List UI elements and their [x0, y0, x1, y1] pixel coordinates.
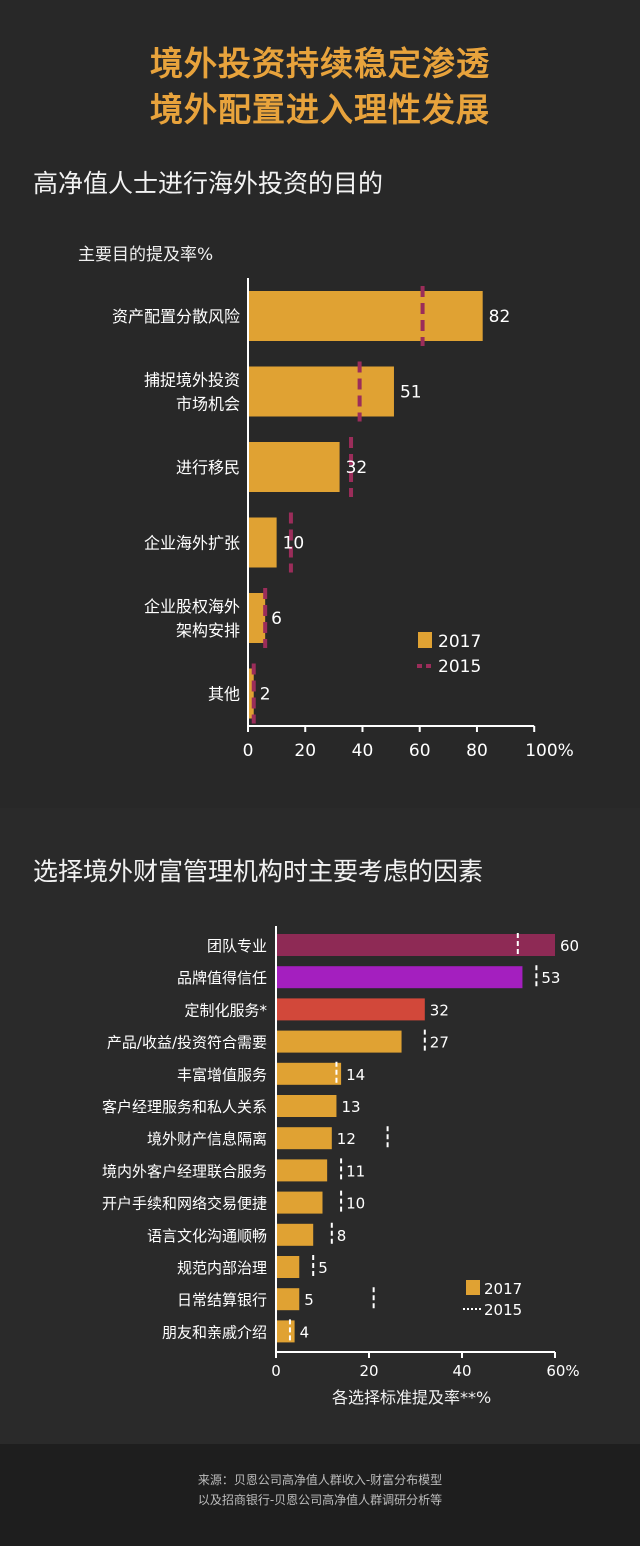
value-label-9: 8 — [337, 1227, 347, 1245]
bar-2017-12 — [276, 1320, 295, 1343]
legend-label-2017: 2017 — [484, 1280, 522, 1298]
x-tick-label-1: 20 — [294, 741, 316, 761]
bar-2017-1 — [248, 366, 394, 417]
value-label-1: 51 — [400, 383, 422, 403]
factor-bar-chart: 60 团队专业 53 品牌值得信任 32 定制化服务* 27 产品/收益/投资符合需要 14 丰富… — [102, 926, 580, 1380]
category-label-5: 客户经理服务和私人关系 — [102, 1098, 267, 1116]
category-label-2: 进行移民 — [176, 458, 240, 477]
category-label-1: 品牌值得信任 — [177, 969, 267, 987]
bar-2017-0 — [248, 291, 483, 341]
bar-2017-6 — [276, 1127, 332, 1150]
x-tick-label-0: 0 — [243, 741, 254, 761]
bar-2017-5 — [276, 1095, 337, 1117]
legend-swatch-2017 — [466, 1280, 480, 1295]
bar-2017-0 — [276, 934, 555, 956]
bar-2017-9 — [276, 1223, 314, 1246]
value-label-3: 10 — [283, 534, 305, 554]
bottom-panel — [0, 808, 640, 1444]
chart1-subtitle: 主要目的提及率% — [78, 245, 214, 265]
value-label-0: 82 — [489, 307, 511, 327]
value-label-4: 14 — [346, 1066, 365, 1084]
bar-2017-11 — [276, 1288, 300, 1311]
x-tick-label-4: 80 — [466, 741, 488, 761]
category-label-0: 资产配置分散风险 — [112, 307, 240, 326]
category-label-4: 企业股权海外架构安排 — [144, 597, 240, 640]
legend-label-2015: 2015 — [484, 1301, 522, 1319]
category-label-5: 其他 — [208, 685, 240, 704]
legend-label-2017: 2017 — [438, 632, 481, 652]
source-line2: 以及招商银行-贝恩公司高净值人群调研分析等 — [197, 1493, 443, 1507]
category-label-0: 团队专业 — [207, 937, 267, 955]
x-tick-label-2: 40 — [452, 1362, 471, 1380]
bar-2017-3 — [248, 517, 277, 568]
main-title-line1: 境外投资持续稳定渗透 — [150, 44, 490, 83]
value-label-7: 11 — [346, 1162, 365, 1180]
value-label-2: 32 — [346, 458, 368, 478]
purpose-bar-chart: 82 资产配置分散风险 51 捕捉境外投资市场机会 32 进行移民 10 企业海外扩张 6 企业股… — [112, 278, 574, 761]
value-label-3: 27 — [430, 1034, 449, 1052]
main-title-line2: 境外配置进入理性发展 — [150, 90, 490, 129]
value-label-0: 60 — [560, 937, 579, 955]
chart1-title: 高净值人士进行海外投资的目的 — [33, 169, 384, 198]
bar-2017-10 — [276, 1256, 300, 1278]
category-label-6: 境外财产信息隔离 — [147, 1130, 267, 1148]
category-label-2: 定制化服务* — [184, 1001, 267, 1019]
x-tick-label-3: 60 — [409, 741, 431, 761]
value-label-8: 10 — [346, 1195, 365, 1213]
bar-2017-7 — [276, 1159, 328, 1182]
bar-2017-2 — [248, 442, 340, 492]
value-label-12: 4 — [300, 1323, 310, 1341]
chart2-title: 选择境外财富管理机构时主要考虑的因素 — [33, 857, 484, 886]
x-tick-label-3: 60% — [546, 1362, 579, 1380]
category-label-9: 语言文化沟通顺畅 — [147, 1227, 267, 1245]
value-label-5: 2 — [260, 685, 271, 705]
source-panel — [0, 1444, 640, 1546]
category-label-11: 日常结算银行 — [177, 1291, 267, 1309]
value-label-11: 5 — [304, 1291, 314, 1309]
bar-2017-4 — [276, 1062, 342, 1085]
source-line1: 来源：贝恩公司高净值人群收入-财富分布模型 — [197, 1473, 443, 1487]
x-tick-label-5: 100% — [525, 741, 574, 761]
category-label-8: 开户手续和网络交易便捷 — [102, 1195, 267, 1213]
value-label-2: 32 — [430, 1001, 449, 1019]
x-tick-label-0: 0 — [271, 1362, 281, 1380]
x-tick-label-2: 40 — [352, 741, 374, 761]
bar-2017-5 — [248, 668, 254, 719]
legend-label-2015: 2015 — [438, 657, 481, 677]
bar-2017-2 — [276, 998, 425, 1021]
category-label-12: 朋友和亲戚介绍 — [162, 1323, 267, 1341]
category-label-4: 丰富增值服务 — [177, 1066, 267, 1084]
value-label-5: 13 — [341, 1098, 360, 1116]
value-label-4: 6 — [271, 609, 282, 629]
x-tick-label-1: 20 — [359, 1362, 378, 1380]
category-label-7: 境内外客户经理联合服务 — [102, 1162, 267, 1180]
bar-2017-8 — [276, 1191, 323, 1214]
chart2-x-axis-label: 各选择标准提及率**% — [332, 1388, 492, 1407]
bar-2017-1 — [276, 966, 523, 989]
category-label-3: 产品/收益/投资符合需要 — [107, 1034, 267, 1052]
value-label-1: 53 — [541, 969, 560, 987]
category-label-10: 规范内部治理 — [177, 1259, 267, 1277]
category-label-3: 企业海外扩张 — [144, 534, 240, 553]
bar-2017-4 — [248, 593, 266, 643]
value-label-6: 12 — [337, 1130, 356, 1148]
category-label-1: 捕捉境外投资市场机会 — [144, 371, 240, 414]
legend-swatch-2017 — [418, 632, 432, 648]
value-label-10: 5 — [318, 1259, 328, 1277]
bar-2017-3 — [276, 1030, 402, 1053]
